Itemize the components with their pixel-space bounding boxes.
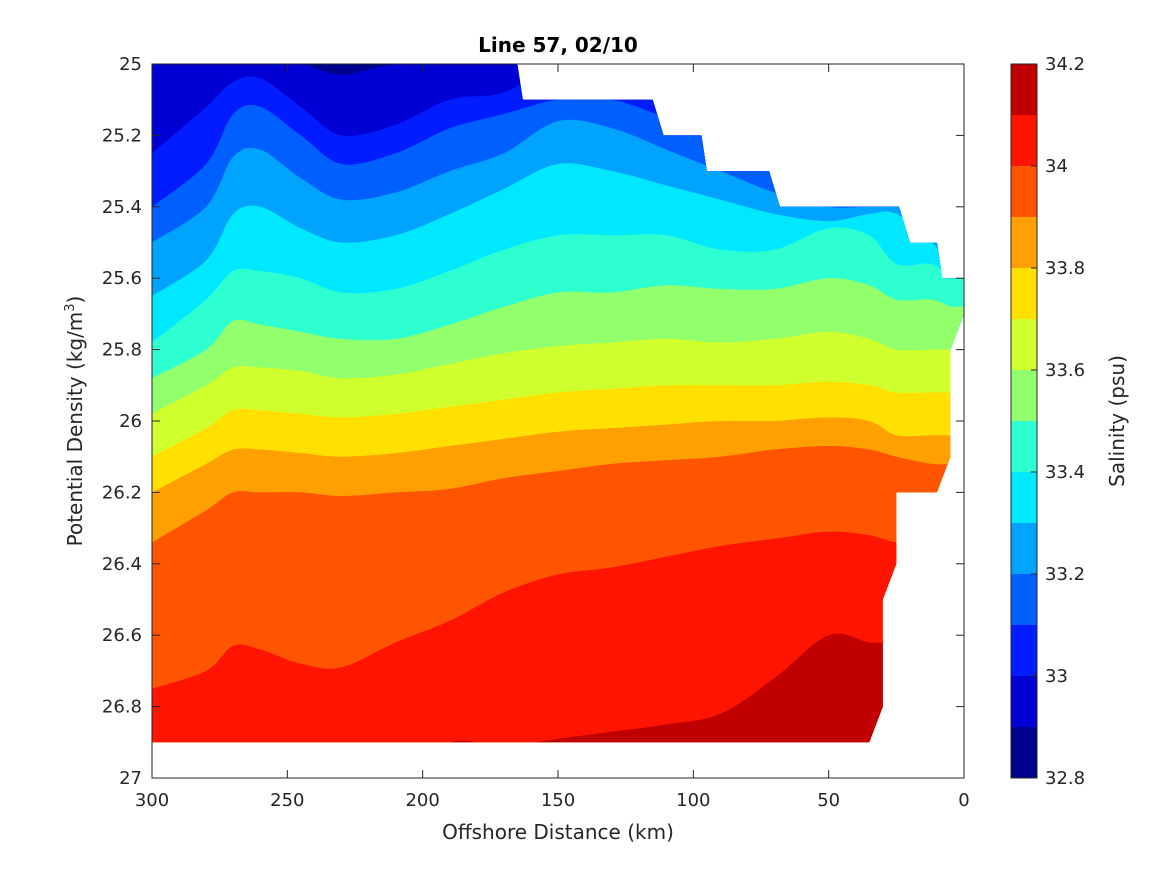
colorbar-tick-label: 33: [1045, 666, 1068, 687]
colorbar-frame: [1010, 63, 1038, 779]
colorbar-label: Salinity (psu): [1105, 355, 1129, 487]
colorbar-swatch: [1011, 217, 1037, 268]
colorbar-swatch: [1011, 727, 1037, 778]
colorbar-swatch: [1011, 421, 1037, 472]
colorbar-bands: [1011, 64, 1037, 778]
colorbar-ticks: 32.8 33 33.2 33.4 33.6 33.8 34 34.2: [1031, 54, 1085, 789]
plot-area: 300 250 200 150 100 50 0 2525.225.425.625.8262…: [102, 54, 970, 811]
y-axis: 25 25.2 25.4 25.6 25.8 26 26.2 26.4 26.6 26.8 27: [102, 54, 964, 789]
y-tick-label: 26.4: [102, 554, 142, 575]
colorbar-swatch: [1011, 676, 1037, 727]
chart-title: Line 57, 02/10: [478, 33, 638, 57]
colorbar: 32.8 33 33.2 33.4 33.6 33.8 34 34.2: [1010, 54, 1085, 789]
x-tick-label: 0: [958, 790, 969, 811]
x-tick-label: 300: [135, 790, 169, 811]
colorbar-tick-label: 32.8: [1045, 768, 1085, 789]
y-tick-label: 26.8: [102, 697, 142, 718]
colorbar-swatch: [1011, 472, 1037, 523]
y-axis-label-main: Potential Density (kg/m: [63, 312, 87, 547]
y-axis-label-superscript: 3: [63, 303, 78, 311]
y-tick-label: 25.2: [102, 125, 142, 146]
colorbar-tick-label: 33.8: [1045, 258, 1085, 279]
x-axis: 300 250 200 150 100 50 0: [135, 64, 970, 811]
colorbar-swatch: [1011, 319, 1037, 370]
colorbar-swatch: [1011, 370, 1037, 421]
colorbar-swatch: [1011, 625, 1037, 676]
x-tick-label: 50: [817, 790, 840, 811]
y-tick-label: 25.4: [102, 197, 142, 218]
y-tick-label: 26.6: [102, 625, 142, 646]
x-axis-label: Offshore Distance (km): [442, 820, 674, 844]
y-tick-label: 25.6: [102, 268, 142, 289]
colorbar-tick-label: 33.4: [1045, 462, 1085, 483]
y-tick-label: 27: [119, 768, 142, 789]
x-tick-label: 150: [541, 790, 575, 811]
colorbar-tick-label: 34.2: [1045, 54, 1085, 75]
y-tick-label: 25: [119, 54, 142, 75]
colorbar-swatch: [1011, 574, 1037, 625]
x-tick-label: 200: [405, 790, 439, 811]
colorbar-swatch: [1011, 64, 1037, 115]
colorbar-swatch: [1011, 115, 1037, 166]
colorbar-tick-label: 33.6: [1045, 360, 1085, 381]
contour-bands: [152, 64, 964, 743]
colorbar-tick-label: 34: [1045, 156, 1068, 177]
y-tick-label: 26: [119, 411, 142, 432]
x-tick-label: 100: [676, 790, 710, 811]
y-axis-label-close: ): [63, 296, 87, 304]
x-tick-label: 250: [270, 790, 304, 811]
colorbar-swatch: [1011, 268, 1037, 319]
colorbar-swatch: [1011, 523, 1037, 574]
colorbar-swatch: [1011, 166, 1037, 217]
y-axis-label: Potential Density (kg/m3): [63, 296, 87, 547]
y-tick-label: 25.8: [102, 340, 142, 361]
y-tick-label: 26.2: [102, 482, 142, 503]
colorbar-tick-label: 33.2: [1045, 564, 1085, 585]
